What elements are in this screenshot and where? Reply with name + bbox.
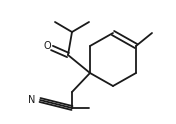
Text: O: O bbox=[43, 41, 51, 51]
Text: N: N bbox=[28, 95, 36, 105]
